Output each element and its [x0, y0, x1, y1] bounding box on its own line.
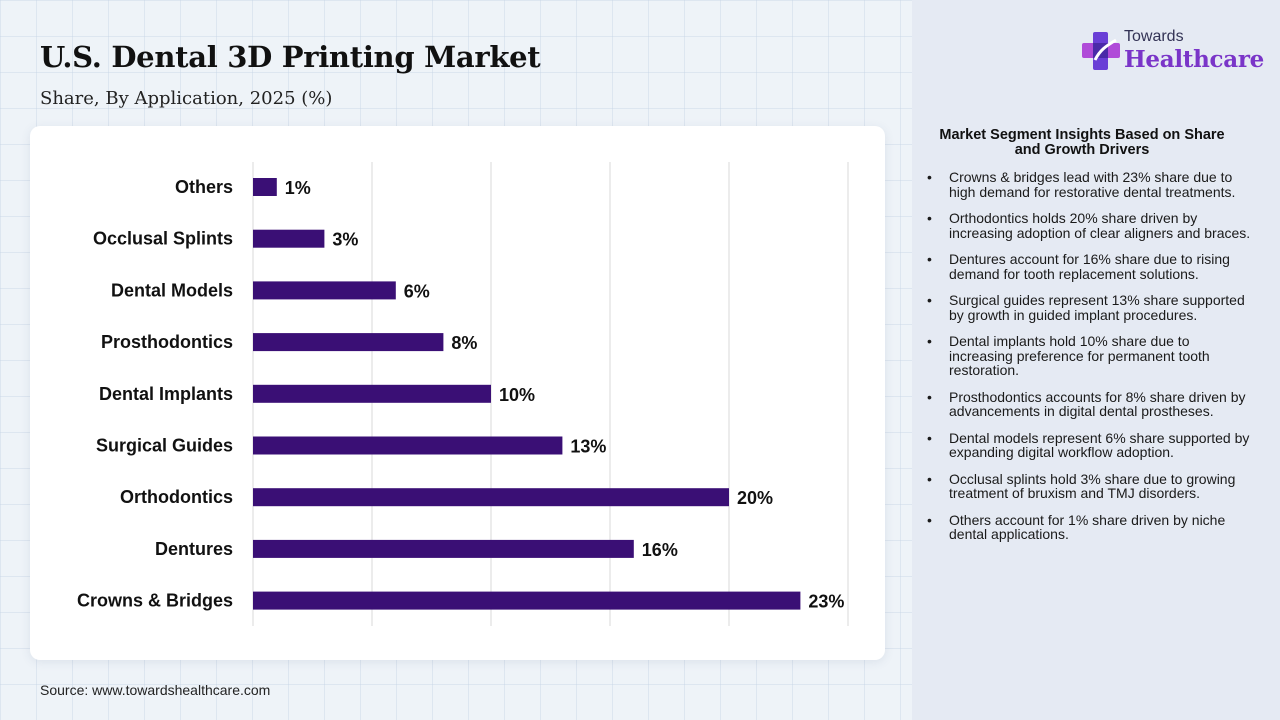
data-label: 1%	[285, 178, 311, 198]
medical-cross-icon	[1082, 32, 1120, 70]
insight-item: Dental implants hold 10% share due to in…	[924, 334, 1254, 378]
category-label: Dental Models	[111, 280, 233, 300]
bar	[253, 539, 634, 558]
insights-title: Market Segment Insights Based on Share a…	[939, 127, 1225, 158]
category-label: Dentures	[155, 539, 233, 559]
data-label: 10%	[499, 385, 535, 405]
bar-chart: Others Occlusal Splints Dental Models Prost…	[77, 162, 849, 626]
bars	[253, 178, 801, 610]
insight-item: Dentures account for 16% share due to ri…	[924, 252, 1254, 281]
insight-item: Surgical guides represent 13% share supp…	[924, 293, 1254, 322]
category-label: Crowns & Bridges	[77, 591, 233, 611]
data-label: 16%	[642, 540, 678, 560]
category-label: Prosthodontics	[101, 332, 233, 352]
bar	[253, 333, 444, 352]
data-label: 20%	[737, 488, 773, 508]
brand-logo: Towards Healthcare	[1080, 28, 1264, 78]
category-labels: Others Occlusal Splints Dental Models Prost…	[77, 177, 233, 611]
data-label: 8%	[451, 333, 477, 353]
category-label: Surgical Guides	[96, 436, 233, 456]
brand-name-line1: Towards	[1124, 28, 1184, 45]
category-label: Occlusal Splints	[93, 229, 233, 249]
insight-item: Prosthodontics accounts for 8% share dri…	[924, 389, 1254, 419]
insight-item: Crowns & bridges lead with 23% share due…	[924, 170, 1254, 199]
insights-list: Crowns & bridges lead with 23% share due…	[924, 170, 1254, 554]
source-note: Source: www.towardshealthcare.com	[40, 682, 271, 698]
chart-card: Others Occlusal Splints Dental Models Prost…	[30, 126, 885, 660]
data-label: 3%	[332, 230, 358, 250]
insight-item: Occlusal splints hold 3% share due to gr…	[924, 471, 1254, 501]
data-labels: 1% 3% 6% 8% 10% 13% 20% 16% 23%	[285, 178, 845, 612]
chart-title: U.S. Dental 3D Printing Market	[40, 40, 541, 74]
data-label: 23%	[808, 592, 844, 612]
category-label: Dental Implants	[99, 384, 233, 404]
bar	[253, 281, 396, 300]
bar	[253, 488, 729, 507]
bar	[253, 229, 325, 248]
bar	[253, 178, 277, 196]
insight-item: Others account for 1% share driven by ni…	[924, 512, 1254, 542]
bar	[253, 436, 563, 455]
data-label: 13%	[570, 437, 606, 457]
bar	[253, 384, 491, 403]
brand-name-line2: Healthcare	[1124, 46, 1265, 73]
bar	[253, 591, 801, 610]
category-label: Orthodontics	[120, 487, 233, 507]
chart-subtitle: Share, By Application, 2025 (%)	[40, 88, 333, 109]
category-label: Others	[175, 177, 233, 197]
insight-item: Dental models represent 6% share support…	[924, 430, 1254, 460]
insight-item: Orthodontics holds 20% share driven by i…	[924, 211, 1254, 240]
data-label: 6%	[404, 281, 430, 301]
